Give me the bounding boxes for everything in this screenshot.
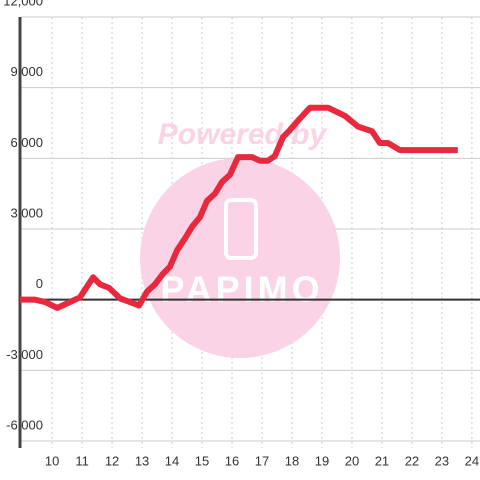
watermark: Powered by PAPIMO (140, 118, 340, 358)
y-tick-label: -6,000 (6, 417, 43, 432)
x-tick-label: 17 (255, 453, 269, 468)
x-tick-label: 23 (435, 453, 449, 468)
x-tick-label: 19 (315, 453, 329, 468)
y-tick-label: 6,000 (10, 135, 43, 150)
x-tick-label: 15 (195, 453, 209, 468)
data-line (20, 104, 458, 311)
x-tick-label: 14 (165, 453, 179, 468)
x-tick-label: 22 (405, 453, 419, 468)
x-tick-label: 16 (225, 453, 239, 468)
x-tick-label: 21 (375, 453, 389, 468)
watermark-brand: PAPIMO (160, 269, 323, 310)
y-tick-label: 0 (36, 276, 43, 291)
x-tick-label: 11 (75, 453, 89, 468)
x-tick-label: 24 (465, 453, 479, 468)
x-tick-label: 20 (345, 453, 359, 468)
watermark-top: Powered by (158, 118, 328, 151)
y-tick-label: 3,000 (10, 205, 43, 220)
y-tick-label: 9,000 (10, 64, 43, 79)
x-tick-label: 13 (135, 453, 149, 468)
y-tick-label: -3,000 (6, 347, 43, 362)
x-tick-label: 10 (45, 453, 59, 468)
watermark-icon (224, 198, 258, 260)
x-tick-label: 12 (105, 453, 119, 468)
y-tick-label: 12,000 (3, 0, 43, 8)
x-tick-label: 18 (285, 453, 299, 468)
